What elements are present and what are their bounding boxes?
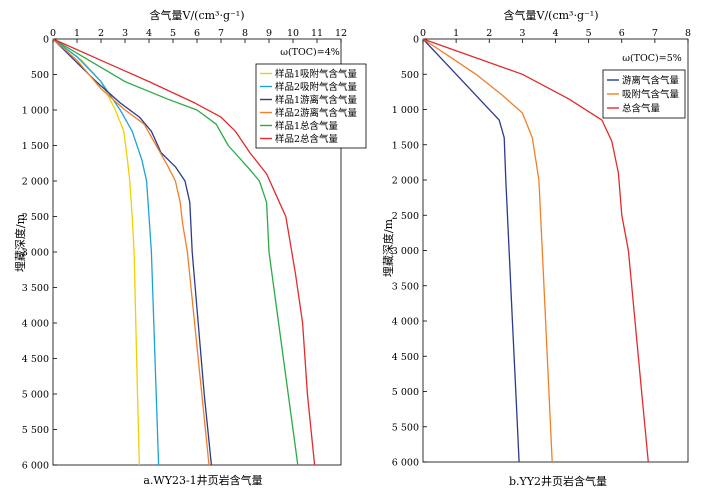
y-tick-label: 6 000 [22, 461, 49, 472]
y-tick-label: 4 000 [392, 317, 419, 328]
legend-label: 样品2吸附气含气量 [275, 81, 358, 93]
x-tick-label: 8 [242, 28, 248, 39]
y-tick-label: 500 [31, 70, 49, 81]
y-axis-label: 埋藏深度/m [13, 213, 27, 272]
x-tick-label: 6 [619, 28, 625, 39]
y-tick-label: 4 500 [392, 352, 419, 363]
legend-label: 吸附气含气量 [622, 89, 680, 101]
legend-label: 样品1总含气量 [275, 120, 339, 132]
y-tick-label: 5 000 [22, 390, 49, 401]
series-line-4 [52, 38, 210, 466]
x-tick-label: 0 [420, 28, 426, 39]
y-tick-label: 4 000 [22, 319, 49, 330]
series-line-3 [52, 38, 213, 466]
y-tick-label: 1 500 [392, 140, 419, 151]
y-tick-label: 500 [401, 70, 419, 81]
y-tick-label: 2 000 [22, 177, 49, 188]
y-tick-label: 3 500 [22, 283, 49, 294]
legend-label: 样品1游离气含气量 [275, 94, 358, 106]
toc-annotation: ω(TOC)=5% [622, 53, 682, 64]
x-tick-label: 3 [122, 28, 128, 39]
series-line-2 [52, 38, 160, 466]
chart-title: a.WY23-1井页岩含气量 [143, 473, 262, 487]
toc-annotation: ω(TOC)=4% [280, 47, 340, 58]
x-tick-label: 7 [218, 28, 224, 39]
x-axis-label: 含气量V/(cm³·g⁻¹) [150, 8, 245, 22]
x-tick-label: 5 [170, 28, 176, 39]
series-line-2 [422, 38, 553, 463]
legend-label: 游离气含气量 [622, 75, 680, 87]
legend-label: 总含气量 [622, 103, 661, 115]
x-tick-label: 2 [486, 28, 492, 39]
y-tick-label: 2 000 [392, 176, 419, 187]
x-tick-label: 5 [586, 28, 592, 39]
y-axis-label: 埋藏深度/m [381, 218, 395, 277]
y-tick-label: 2 500 [22, 212, 49, 223]
x-tick-label: 7 [652, 28, 658, 39]
y-tick-label: 3 500 [392, 281, 419, 292]
legend-label: 样品2总含气量 [275, 133, 339, 145]
legend-label: 样品2游离气含气量 [275, 107, 358, 119]
y-tick-label: 2 500 [392, 211, 419, 222]
y-tick-label: 5 000 [392, 387, 419, 398]
chart-panel-b: 0 1 2 3 4 5 6 7 8 0 500 1 000 1 500 2 000 2 500 3 000 3 … [381, 8, 691, 488]
series-line-6 [52, 38, 316, 466]
x-tick-label: 9 [266, 28, 272, 39]
y-tick-label: 1 500 [22, 141, 49, 152]
x-tick-label: 2 [98, 28, 104, 39]
x-tick-label: 1 [453, 28, 459, 39]
y-tick-label: 4 500 [22, 354, 49, 365]
y-tick-label: 3 000 [22, 248, 49, 259]
x-tick-label: 4 [552, 28, 558, 39]
x-tick-label: 10 [287, 28, 299, 39]
x-axis-label: 含气量V/(cm³·g⁻¹) [504, 8, 599, 22]
x-tick-label: 6 [194, 28, 200, 39]
series-line-1 [52, 38, 141, 466]
series-line-3 [422, 38, 649, 463]
y-tick-label: 6 000 [392, 458, 419, 469]
series-line-5 [52, 38, 299, 466]
y-tick-label: 0 [43, 35, 49, 46]
x-tick-label: 4 [146, 28, 152, 39]
x-tick-label: 1 [74, 28, 80, 39]
x-tick-label: 11 [311, 28, 323, 39]
legend-box [255, 63, 367, 149]
legend-label: 样品1吸附气含气量 [275, 68, 358, 80]
series-line-1 [422, 38, 520, 463]
chart-title: b.YY2井页岩含气量 [509, 474, 607, 488]
y-tick-label: 1 000 [22, 106, 49, 117]
y-tick-label: 3 000 [392, 246, 419, 257]
y-tick-label: 5 500 [392, 422, 419, 433]
y-tick-label: 0 [413, 35, 419, 46]
x-tick-label: 3 [519, 28, 525, 39]
x-tick-label: 0 [50, 28, 56, 39]
y-tick-label: 1 000 [392, 105, 419, 116]
y-tick-label: 5 500 [22, 425, 49, 436]
x-tick-label: 12 [335, 28, 347, 39]
x-tick-label: 8 [685, 28, 691, 39]
